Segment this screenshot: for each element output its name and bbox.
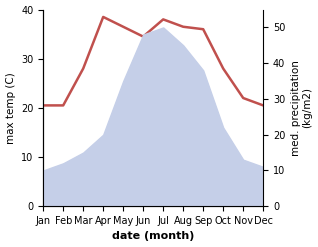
Y-axis label: max temp (C): max temp (C) xyxy=(5,72,16,144)
Y-axis label: med. precipitation
(kg/m2): med. precipitation (kg/m2) xyxy=(291,60,313,156)
X-axis label: date (month): date (month) xyxy=(112,231,194,242)
